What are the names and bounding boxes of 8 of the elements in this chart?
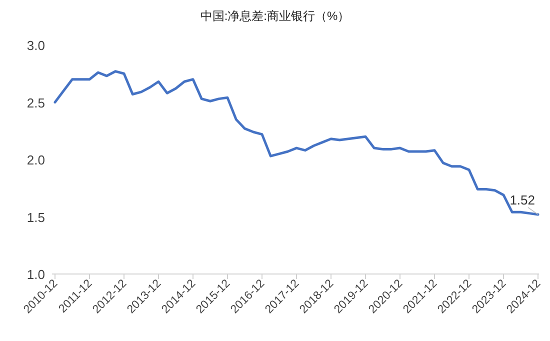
ytick: 1.5 <box>26 210 45 225</box>
line-series <box>54 70 540 216</box>
title: 中国:净息差:商业银行（%） <box>200 9 350 23</box>
ytick: 1.0 <box>26 267 45 282</box>
value-label: 1.52 <box>510 192 535 208</box>
ytick: 2.0 <box>26 152 45 168</box>
ytick: 2.5 <box>26 95 45 110</box>
ytick: 3.0 <box>26 38 45 53</box>
